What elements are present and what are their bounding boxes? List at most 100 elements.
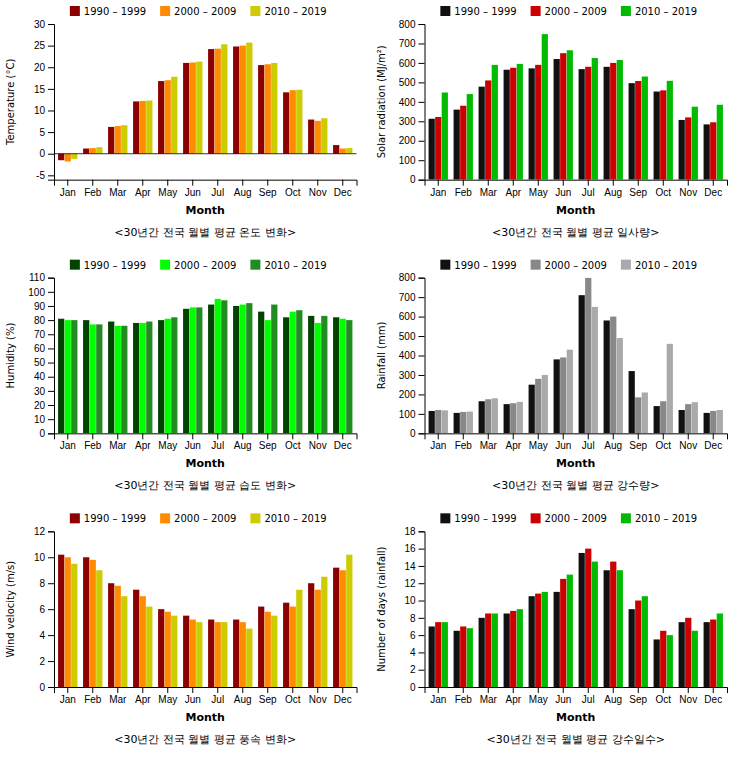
tick: 600	[399, 311, 425, 322]
tick-label: 16	[404, 543, 416, 554]
bar	[617, 570, 623, 687]
tick-mark	[92, 180, 93, 186]
tick-label: Apr	[505, 440, 521, 451]
tick-mark	[342, 180, 343, 186]
bar	[246, 43, 252, 154]
legend-label: 2000 – 2009	[545, 6, 607, 17]
legend-swatch	[440, 260, 450, 270]
tick: Aug	[604, 180, 622, 198]
tick-mark	[419, 375, 425, 376]
legend-item: 1990 – 1999	[70, 6, 146, 17]
caption: <30년간 전국 월별 평균 일사량>	[492, 226, 659, 239]
bar	[58, 319, 64, 434]
bar	[717, 105, 723, 180]
tick: -5	[36, 170, 54, 181]
bar-series	[65, 557, 346, 687]
tick-mark	[117, 433, 118, 439]
tick: 2	[39, 656, 54, 667]
tick-label: Feb	[455, 187, 473, 198]
y-axis: 0100200300400500600700800	[399, 272, 425, 439]
tick: 700	[399, 292, 425, 303]
tick-mark	[142, 687, 143, 693]
bar-series	[429, 295, 710, 433]
bar	[140, 101, 146, 154]
bar	[660, 401, 666, 433]
tick-mark	[419, 583, 425, 584]
x-axis: JanFebMarAprMayJunJulAugSepOctNovDec	[425, 433, 728, 451]
legend-item: 2000 – 2009	[531, 260, 607, 271]
tick-mark	[48, 46, 54, 47]
bar	[265, 320, 271, 433]
bar	[71, 564, 77, 687]
tick-label: 18	[404, 526, 416, 537]
caption: <30년간 전국 월별 평균 강수량>	[492, 479, 659, 492]
bar-series	[58, 305, 339, 434]
tick: 100	[399, 409, 425, 420]
bar	[585, 278, 591, 434]
tick-mark	[419, 297, 425, 298]
tick: 20	[34, 62, 54, 73]
tick-mark	[48, 635, 54, 636]
tick-mark	[419, 43, 425, 44]
legend: 1990 – 19992000 – 20092010 – 2019	[70, 260, 327, 271]
bar	[165, 319, 171, 434]
tick: 90	[34, 301, 54, 312]
legend-label: 1990 – 1999	[454, 513, 516, 524]
tick-mark	[613, 687, 614, 693]
bar	[542, 34, 548, 180]
axis-title: Temperature (°C)	[5, 59, 16, 146]
bar	[140, 596, 146, 687]
tick-label: Nov	[679, 694, 697, 705]
tick-label: Jan	[60, 694, 76, 705]
tick-label: 800	[399, 272, 416, 283]
tick-mark	[342, 687, 343, 693]
tick-label: 100	[399, 409, 416, 420]
tick-mark	[167, 180, 168, 186]
bar	[460, 626, 466, 687]
bar	[196, 622, 202, 687]
tick: 20	[34, 400, 54, 411]
tick-label: May	[529, 187, 548, 198]
tick-label: 70	[34, 329, 46, 340]
tick-mark	[713, 687, 714, 693]
tick: Sep	[629, 180, 647, 198]
legend-item: 2010 – 2019	[250, 513, 326, 524]
tick-mark	[48, 391, 54, 392]
tick: Feb	[84, 687, 102, 705]
bars	[58, 299, 352, 433]
tick-mark	[688, 687, 689, 693]
bar	[196, 307, 202, 433]
bar	[560, 357, 566, 433]
legend-swatch	[531, 513, 541, 523]
tick-label: Jan	[430, 187, 446, 198]
tick: Jun	[185, 180, 201, 198]
legend-label: 2000 – 2009	[545, 260, 607, 271]
axis-title: Month	[556, 711, 595, 724]
tick: Nov	[309, 433, 327, 451]
bar	[65, 154, 71, 162]
tick: Apr	[505, 180, 521, 198]
bar	[315, 121, 321, 154]
tick-mark	[242, 433, 243, 439]
tick-label: Jun	[185, 187, 201, 198]
tick: Nov	[309, 687, 327, 705]
legend-swatch	[621, 6, 631, 16]
bar	[692, 631, 698, 687]
x-axis: JanFebMarAprMayJunJulAugSepOctNovDec	[55, 180, 358, 198]
tick-mark	[419, 278, 425, 279]
bar	[215, 622, 221, 687]
tick-mark	[419, 180, 425, 181]
bar	[96, 324, 102, 433]
tick: Feb	[84, 433, 102, 451]
legend-label: 1990 – 1999	[84, 513, 146, 524]
tick-mark	[48, 348, 54, 349]
tick-label: Jan	[60, 187, 76, 198]
tick-label: 30	[34, 19, 46, 30]
tick-label: 60	[34, 343, 46, 354]
bar	[710, 620, 716, 687]
tick: Jul	[582, 180, 595, 198]
bar	[296, 590, 302, 687]
x-axis: JanFebMarAprMayJunJulAugSepOctNovDec	[425, 180, 728, 198]
tick-mark	[638, 687, 639, 693]
tick-label: 90	[34, 301, 46, 312]
